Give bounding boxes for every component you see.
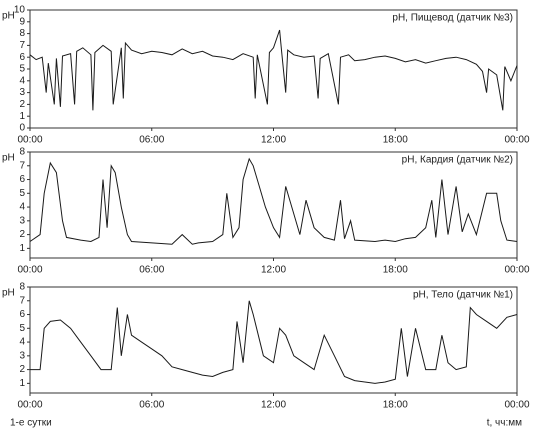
- y-tick-label: 4: [19, 202, 25, 213]
- legend-label: pH, Пищевод (датчик №3): [392, 13, 513, 24]
- y-axis-label: pH: [2, 153, 15, 164]
- y-tick-label: 8: [19, 147, 25, 158]
- y-tick-label: 10: [14, 5, 26, 16]
- y-tick-label: 5: [19, 188, 25, 199]
- x-tick-label: 06:00: [139, 265, 164, 276]
- y-tick-label: 1: [19, 111, 25, 122]
- x-tick-label: 00:00: [504, 135, 529, 146]
- y-tick-label: 8: [19, 282, 25, 293]
- x-tick-label: 12:00: [261, 135, 286, 146]
- y-tick-label: 3: [19, 350, 25, 361]
- plot-frame: [29, 9, 518, 129]
- data-line: [30, 300, 518, 384]
- x-tick-label: 00:00: [17, 135, 42, 146]
- y-tick-label: 7: [19, 160, 25, 171]
- y-tick-label: 6: [19, 309, 25, 320]
- y-tick-label: 5: [19, 64, 25, 75]
- x-tick-label: 18:00: [383, 400, 408, 411]
- y-tick-label: 9: [19, 16, 25, 27]
- x-tick-label: 00:00: [17, 265, 42, 276]
- y-tick-label: 4: [19, 337, 25, 348]
- y-tick-label: 3: [19, 87, 25, 98]
- x-tick-label: 12:00: [261, 265, 286, 276]
- y-axis-label: pH: [2, 288, 15, 299]
- y-tick-label: 6: [19, 52, 25, 63]
- x-tick-label: 00:00: [504, 265, 529, 276]
- x-tick-label: 12:00: [261, 400, 286, 411]
- y-tick-label: 2: [19, 229, 25, 240]
- x-tick-label: 18:00: [383, 265, 408, 276]
- y-tick-label: 5: [19, 323, 25, 334]
- y-tick-label: 6: [19, 174, 25, 185]
- plot-frame: [29, 151, 518, 259]
- y-tick-label: 2: [19, 99, 25, 110]
- y-axis-label: pH: [2, 11, 15, 22]
- x-tick-label: 00:00: [17, 400, 42, 411]
- y-tick-label: 4: [19, 75, 25, 86]
- y-tick-label: 3: [19, 215, 25, 226]
- x-tick-label: 00:00: [504, 400, 529, 411]
- y-tick-label: 1: [19, 243, 25, 254]
- footer-note: 1-е сутки: [10, 418, 52, 429]
- y-tick-label: 7: [19, 295, 25, 306]
- y-tick-label: 2: [19, 364, 25, 375]
- plot-frame: [29, 286, 518, 394]
- legend-label: pH, Тело (датчик №1): [413, 290, 513, 301]
- data-line: [29, 29, 518, 111]
- y-tick-label: 1: [19, 378, 25, 389]
- y-tick-label: 0: [19, 123, 25, 134]
- legend-label: pH, Кардия (датчик №2): [402, 155, 513, 166]
- x-tick-label: 06:00: [139, 135, 164, 146]
- y-tick-label: 7: [19, 40, 25, 51]
- x-tick-label: 18:00: [383, 135, 408, 146]
- data-line: [29, 157, 518, 245]
- x-axis-label: t, чч:мм: [487, 418, 522, 429]
- x-tick-label: 06:00: [139, 400, 164, 411]
- y-tick-label: 8: [19, 28, 25, 39]
